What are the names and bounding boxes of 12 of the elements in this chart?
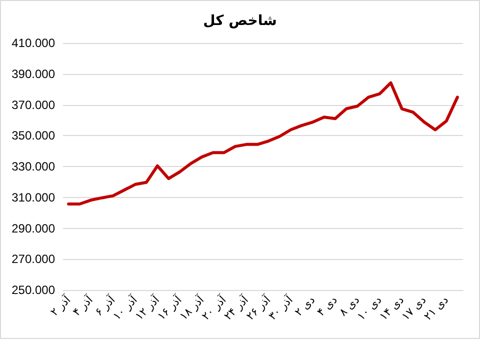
y-tick-label: 330.000 — [12, 160, 56, 174]
line-series — [67, 81, 459, 206]
y-tick-label: 270.000 — [12, 252, 56, 266]
y-tick-label: 290.000 — [12, 221, 56, 236]
chart-title: شاخص کل — [203, 13, 277, 29]
y-tick-label: 310.000 — [12, 190, 56, 204]
y-tick-label: 390.000 — [12, 66, 56, 81]
y-tick-label: 350.000 — [12, 128, 56, 143]
y-tick-label: 410.000 — [12, 36, 56, 50]
y-tick-label: 250.000 — [12, 283, 56, 297]
y-tick-label: 370.000 — [12, 98, 56, 112]
x-tick-label: ۴ آذر — [69, 292, 96, 319]
